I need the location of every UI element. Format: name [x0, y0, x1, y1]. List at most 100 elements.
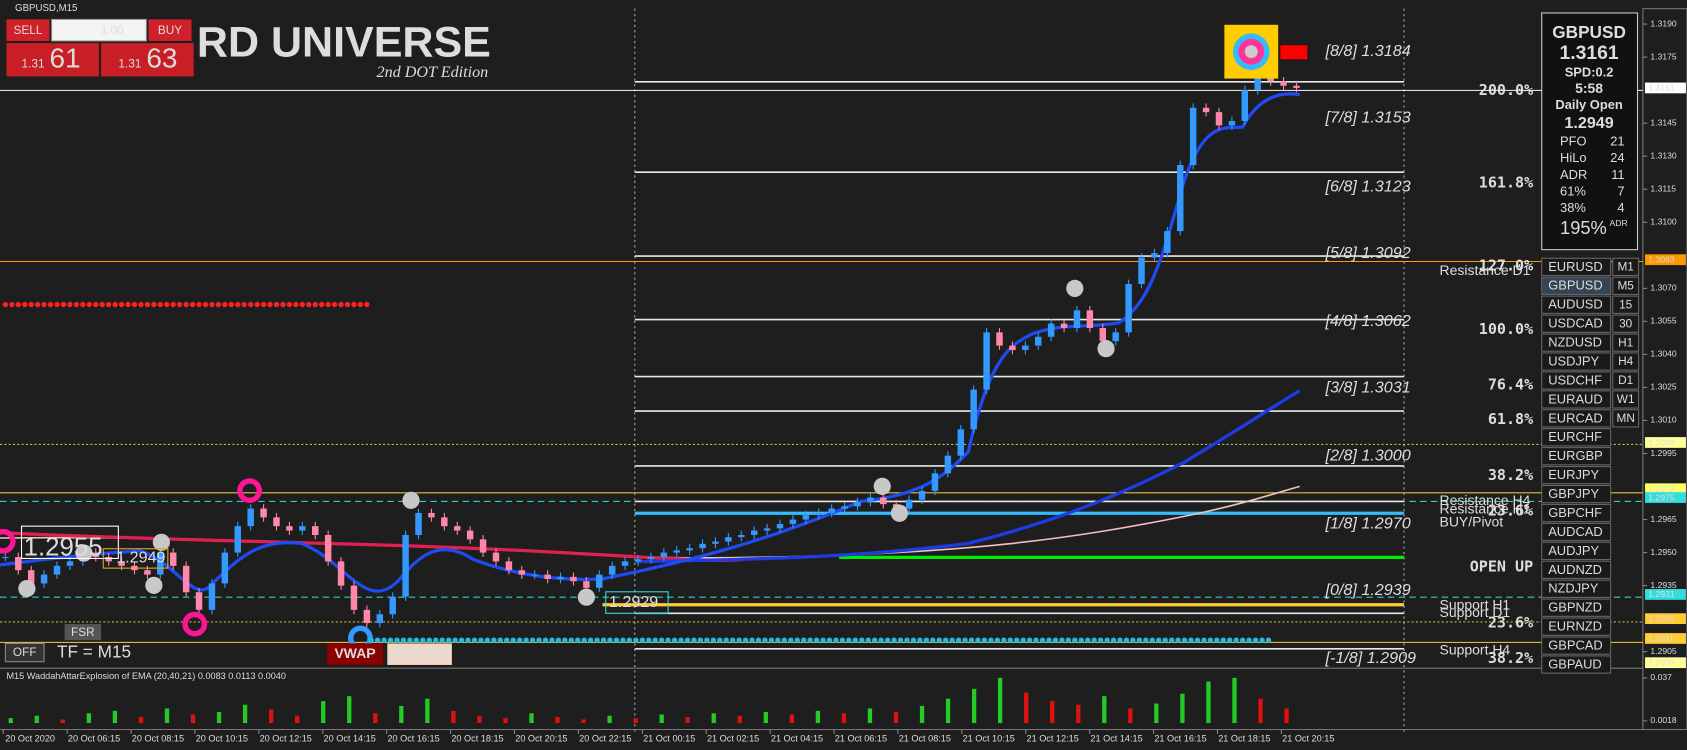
histogram-bar: [1050, 701, 1055, 724]
timeframe-label: M1: [1617, 260, 1633, 274]
cyan-dot: [523, 637, 529, 643]
symbol-button[interactable]: [1541, 484, 1612, 504]
cyan-dot: [768, 637, 775, 643]
symbol-button[interactable]: [1541, 579, 1612, 598]
candle: [221, 552, 229, 584]
vwap-button[interactable]: [327, 643, 384, 665]
price-tag-box: [1645, 82, 1686, 94]
price-tick-label: 1.2905: [1650, 646, 1677, 656]
price-tag-label: 1.2931: [1648, 589, 1675, 599]
cyan-dot: [600, 637, 607, 643]
sell-button[interactable]: [6, 19, 50, 41]
cyan-dot: [852, 637, 859, 643]
symbol-button[interactable]: [1541, 390, 1612, 409]
cyan-dot: [884, 637, 891, 643]
red-dot: [80, 301, 86, 308]
cyan-dot: [465, 637, 471, 643]
cyan-dot: [1162, 637, 1168, 643]
symbol-button[interactable]: [1541, 447, 1612, 466]
red-dot: [2, 301, 9, 308]
symbol-button[interactable]: [1541, 598, 1612, 617]
red-dot: [125, 301, 131, 308]
symbol-button[interactable]: [1541, 276, 1612, 295]
symbol-button[interactable]: [1541, 257, 1612, 277]
cyan-dot: [594, 637, 600, 643]
symbol-button[interactable]: [1541, 428, 1612, 447]
cyan-dot: [549, 637, 555, 643]
timeframe-button[interactable]: [1612, 314, 1640, 333]
cyan-dot: [839, 637, 846, 643]
chart-tag: 1.2955: [24, 534, 103, 562]
red-dot: [28, 301, 34, 308]
candle: [40, 574, 48, 584]
candle: [312, 526, 319, 535]
histogram-bar: [529, 713, 534, 724]
red-dot: [260, 301, 267, 308]
fib-label: OPEN UP: [1470, 558, 1533, 576]
cyan-dot: [381, 637, 387, 643]
price-tag-label: 1.2900: [1648, 658, 1675, 668]
lot-input[interactable]: [51, 18, 147, 42]
symbol-button[interactable]: [1541, 560, 1612, 579]
symbol-button[interactable]: [1541, 352, 1612, 371]
cyan-dot: [1220, 637, 1226, 643]
symbol-button[interactable]: [1541, 333, 1612, 352]
bid-box[interactable]: [6, 43, 99, 77]
sell-label: SELL: [14, 23, 43, 37]
symbol-button[interactable]: [1541, 371, 1612, 390]
symbol-button[interactable]: [1541, 314, 1612, 333]
cyan-dot: [994, 637, 1001, 643]
histogram-bar: [1024, 692, 1029, 724]
cyan-dot: [400, 637, 407, 643]
dot: [145, 576, 163, 594]
timeframe-button[interactable]: [1612, 333, 1640, 352]
price-tick-label: 1.3040: [1650, 349, 1677, 359]
cyan-dot: [1227, 637, 1233, 643]
cyan-dot: [1046, 637, 1052, 643]
candle: [1112, 332, 1119, 342]
red-dot: [312, 301, 318, 308]
cyan-dot: [801, 637, 807, 643]
tag-box: [605, 591, 669, 614]
symbol-button[interactable]: [1541, 636, 1612, 655]
candle: [996, 332, 1003, 346]
price-tick-label: 1.2950: [1650, 547, 1677, 557]
histogram-bar: [138, 716, 144, 724]
symbol-button[interactable]: [1541, 541, 1612, 561]
histogram-bar: [8, 718, 13, 724]
ask-box[interactable]: [101, 43, 194, 77]
symbol-button[interactable]: [1541, 617, 1612, 636]
timeframe-button[interactable]: [1612, 276, 1640, 295]
symbol-button[interactable]: [1541, 503, 1612, 523]
candle: [144, 570, 151, 575]
timeframe-button[interactable]: [1612, 371, 1640, 390]
time-tick-label: 21 Oct 14:15: [1090, 734, 1142, 744]
cyan-dot: [1143, 637, 1149, 643]
timeframe-button[interactable]: [1612, 257, 1640, 277]
histogram-bar: [268, 709, 274, 724]
symbol-button[interactable]: [1541, 466, 1612, 485]
timeframe-button[interactable]: [1612, 390, 1640, 409]
candle: [1151, 253, 1158, 258]
histogram-bar: [841, 713, 847, 724]
timeframe-button[interactable]: [1612, 409, 1640, 428]
adr-button[interactable]: [387, 643, 452, 665]
candle: [686, 548, 693, 551]
symbol-button[interactable]: [1541, 409, 1612, 428]
cyan-dot: [1078, 637, 1084, 643]
timeframe-button[interactable]: [1612, 352, 1640, 371]
cyan-dot: [516, 637, 523, 643]
red-dot: [183, 301, 189, 308]
symbol-button[interactable]: [1541, 655, 1612, 674]
timeframe-button[interactable]: [1612, 295, 1640, 314]
symbol-button[interactable]: [1541, 522, 1612, 542]
off-button[interactable]: [4, 642, 45, 663]
symbol-button[interactable]: [1541, 295, 1612, 314]
candle: [905, 499, 913, 509]
buy-button[interactable]: [148, 19, 192, 41]
histogram-bar: [1154, 703, 1159, 724]
time-tick-label: 21 Oct 12:15: [1027, 734, 1079, 744]
symbol-label: GBPAUD: [1548, 656, 1602, 671]
indicator-tick-label: 0.037: [1650, 672, 1672, 682]
signal-dots: [18, 279, 1115, 606]
